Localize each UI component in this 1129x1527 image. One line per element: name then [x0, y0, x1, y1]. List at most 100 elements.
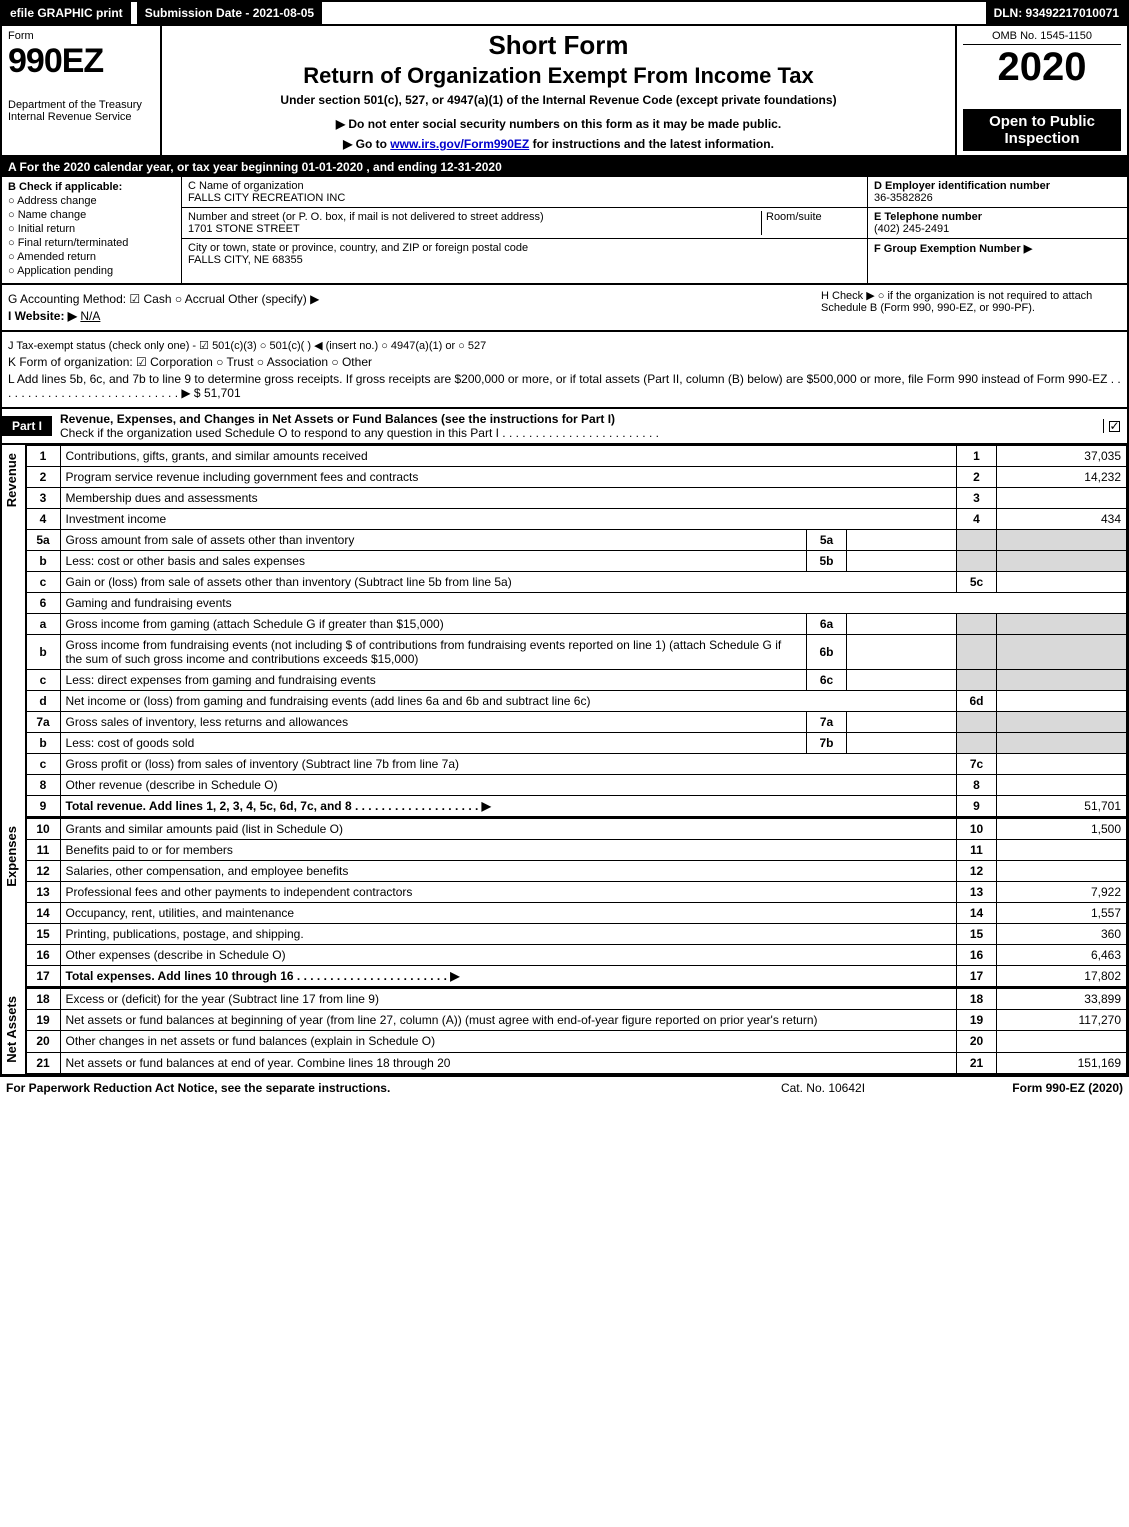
line-number: 16 [26, 945, 60, 966]
line-desc: Total expenses. Add lines 10 through 16 … [60, 966, 956, 988]
line-number: 18 [26, 989, 60, 1010]
table-row: 8Other revenue (describe in Schedule O)8 [26, 775, 1126, 796]
line-i: I Website: ▶ N/A [8, 309, 821, 323]
line-number: 12 [26, 861, 60, 882]
table-row: 5aGross amount from sale of assets other… [26, 530, 1126, 551]
line-ref [957, 670, 997, 691]
city-value: FALLS CITY, NE 68355 [188, 254, 861, 266]
chk-address-change[interactable]: Address change [8, 195, 175, 207]
line-ref: 15 [957, 924, 997, 945]
goto-pre: ▶ Go to [343, 137, 390, 151]
line-val [997, 614, 1127, 635]
sub-ref: 5a [807, 530, 847, 551]
chk-application-pending[interactable]: Application pending [8, 265, 175, 277]
line-ref: 12 [957, 861, 997, 882]
line-ref: 3 [957, 488, 997, 509]
section-b: B Check if applicable: Address change Na… [2, 177, 182, 283]
table-row: 18Excess or (deficit) for the year (Subt… [26, 989, 1126, 1010]
form-word: Form [8, 30, 154, 42]
addr-value: 1701 STONE STREET [188, 223, 761, 235]
revenue-table: 1Contributions, gifts, grants, and simil… [26, 445, 1127, 818]
line-number: 4 [26, 509, 60, 530]
line-val [997, 691, 1127, 712]
line-ref: 9 [957, 796, 997, 818]
line-ref: 1 [957, 446, 997, 467]
line-val: 14,232 [997, 467, 1127, 488]
line-desc: Occupancy, rent, utilities, and maintena… [60, 903, 956, 924]
line-val [997, 488, 1127, 509]
chk-final-return[interactable]: Final return/terminated [8, 237, 175, 249]
line-val: 360 [997, 924, 1127, 945]
line-val [997, 712, 1127, 733]
omb-number: OMB No. 1545-1150 [963, 30, 1121, 45]
line-ref: 8 [957, 775, 997, 796]
sub-ref: 5b [807, 551, 847, 572]
table-row: 4Investment income4434 [26, 509, 1126, 530]
line-number: d [26, 691, 60, 712]
section-b-header: B Check if applicable: [8, 181, 122, 193]
meta-jkl: J Tax-exempt status (check only one) - ☑… [0, 332, 1129, 409]
line-val [997, 733, 1127, 754]
line-ref [957, 712, 997, 733]
goto-link[interactable]: www.irs.gov/Form990EZ [390, 137, 529, 151]
line-desc: Other changes in net assets or fund bala… [60, 1031, 956, 1052]
table-row: 14Occupancy, rent, utilities, and mainte… [26, 903, 1126, 924]
line-number: 19 [26, 1010, 60, 1031]
line-ref: 19 [957, 1010, 997, 1031]
chk-name-change[interactable]: Name change [8, 209, 175, 221]
line-desc: Net assets or fund balances at beginning… [60, 1010, 956, 1031]
line-desc: Printing, publications, postage, and shi… [60, 924, 956, 945]
short-form-title: Short Form [168, 30, 949, 61]
table-row: cGross profit or (loss) from sales of in… [26, 754, 1126, 775]
table-row: 9Total revenue. Add lines 1, 2, 3, 4, 5c… [26, 796, 1126, 818]
line-ref [957, 614, 997, 635]
line-number: c [26, 670, 60, 691]
return-title: Return of Organization Exempt From Incom… [168, 63, 949, 89]
line-val: 7,922 [997, 882, 1127, 903]
sub-val [847, 530, 957, 551]
chk-initial-return[interactable]: Initial return [8, 223, 175, 235]
revenue-vlabel: Revenue [2, 445, 26, 818]
line-number: 2 [26, 467, 60, 488]
chk-amended-return[interactable]: Amended return [8, 251, 175, 263]
line-number: b [26, 635, 60, 670]
netassets-section: Net Assets 18Excess or (deficit) for the… [0, 988, 1129, 1076]
line-val: 17,802 [997, 966, 1127, 988]
line-desc: Net assets or fund balances at end of ye… [60, 1052, 956, 1073]
line-number: 5a [26, 530, 60, 551]
sub-val [847, 614, 957, 635]
line-val: 37,035 [997, 446, 1127, 467]
line-val [997, 775, 1127, 796]
sub-ref: 6a [807, 614, 847, 635]
sub-ref: 7b [807, 733, 847, 754]
sub-ref: 6b [807, 635, 847, 670]
footer-right: Form 990-EZ (2020) [923, 1081, 1123, 1095]
line-number: 14 [26, 903, 60, 924]
line-ref: 21 [957, 1052, 997, 1073]
table-row: 6Gaming and fundraising events [26, 593, 1126, 614]
line-desc: Gross sales of inventory, less returns a… [60, 712, 806, 733]
efile-label[interactable]: efile GRAPHIC print [2, 2, 131, 24]
table-row: 13Professional fees and other payments t… [26, 882, 1126, 903]
line-desc: Salaries, other compensation, and employ… [60, 861, 956, 882]
org-name: FALLS CITY RECREATION INC [188, 192, 861, 204]
line-val [997, 1031, 1127, 1052]
line-desc: Gross income from gaming (attach Schedul… [60, 614, 806, 635]
room-label: Room/suite [766, 211, 822, 223]
form-header: Form 990EZ Department of the Treasury In… [0, 26, 1129, 157]
line-h: H Check ▶ ○ if the organization is not r… [821, 289, 1121, 314]
website-value: N/A [80, 309, 100, 323]
table-row: dNet income or (loss) from gaming and fu… [26, 691, 1126, 712]
line-number: 1 [26, 446, 60, 467]
line-ref: 2 [957, 467, 997, 488]
sub-val [847, 733, 957, 754]
section-def: D Employer identification number 36-3582… [867, 177, 1127, 283]
line-desc: Investment income [60, 509, 956, 530]
line-number: a [26, 614, 60, 635]
expenses-table: 10Grants and similar amounts paid (list … [26, 818, 1127, 988]
line-number: 6 [26, 593, 60, 614]
line-ref [957, 530, 997, 551]
submission-date: Submission Date - 2021-08-05 [137, 2, 322, 24]
line-ref [957, 551, 997, 572]
part-i-checkbox[interactable] [1103, 419, 1127, 433]
